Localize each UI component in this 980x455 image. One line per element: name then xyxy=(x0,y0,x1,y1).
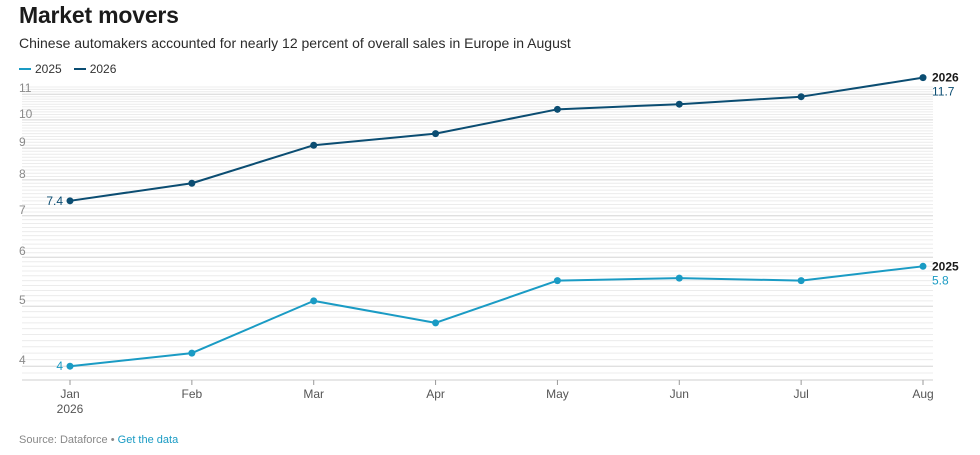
x-tick-label: Jun xyxy=(670,387,689,401)
y-tick-label: 4 xyxy=(19,353,26,367)
data-point-2025 xyxy=(188,349,196,357)
legend-item-2026: 2026 xyxy=(73,62,117,76)
legend-item-2025: 2025 xyxy=(19,62,62,76)
legend: 2025 2026 xyxy=(19,62,116,76)
footer-separator: • xyxy=(110,434,115,446)
end-value-label-2026: 11.7 xyxy=(932,85,955,99)
y-tick-label: 5 xyxy=(19,293,26,307)
chart-title: Market movers xyxy=(19,2,179,28)
x-tick-label: Jul xyxy=(793,387,808,401)
data-point-2025 xyxy=(675,274,683,282)
end-value-label-2025: 5.8 xyxy=(932,273,949,287)
y-tick-label: 10 xyxy=(19,107,33,121)
data-point-2026 xyxy=(188,179,196,187)
x-tick-label: Jan xyxy=(60,387,79,401)
y-tick-label: 6 xyxy=(19,244,26,258)
start-label-2025: 4 xyxy=(56,359,63,373)
data-point-2025 xyxy=(432,319,440,327)
data-point-2026 xyxy=(797,93,805,101)
source-text: Source: Dataforce xyxy=(19,434,108,446)
y-tick-label: 9 xyxy=(19,135,26,149)
data-point-2025 xyxy=(553,277,561,285)
x-tick-label: Feb xyxy=(182,387,203,401)
data-point-2025 xyxy=(310,297,318,305)
y-tick-label: 7 xyxy=(19,203,26,217)
data-point-2026 xyxy=(919,74,927,82)
footer: Source: Dataforce • Get the data xyxy=(19,434,178,446)
data-point-2026 xyxy=(675,100,683,108)
x-tick-sublabel: 2026 xyxy=(57,402,84,416)
data-point-2026 xyxy=(66,197,74,205)
data-point-2026 xyxy=(432,130,440,138)
series-line-2025 xyxy=(69,265,924,368)
data-point-2026 xyxy=(310,141,318,149)
data-point-2025 xyxy=(797,277,805,285)
legend-label-2026: 2026 xyxy=(89,62,117,76)
data-point-2026 xyxy=(553,105,561,113)
series-line-2026 xyxy=(69,76,924,202)
x-tick-label: Aug xyxy=(912,387,933,401)
legend-swatch-2026 xyxy=(73,68,86,70)
end-series-label-2026: 2026 xyxy=(932,71,959,85)
end-series-label-2025: 2025 xyxy=(932,259,959,273)
y-tick-label: 11 xyxy=(19,81,32,95)
data-point-2025 xyxy=(919,262,927,270)
start-label-2026: 7.4 xyxy=(46,194,63,208)
data-point-2025 xyxy=(66,362,74,370)
chart-subtitle: Chinese automakers accounted for nearly … xyxy=(19,35,571,51)
get-the-data-link[interactable]: Get the data xyxy=(117,434,179,446)
y-tick-label: 8 xyxy=(19,167,26,181)
legend-swatch-2025 xyxy=(19,68,31,70)
x-tick-label: Apr xyxy=(426,387,445,401)
legend-label-2025: 2025 xyxy=(35,62,62,76)
x-tick-label: May xyxy=(546,387,569,401)
x-tick-label: Mar xyxy=(303,387,324,401)
